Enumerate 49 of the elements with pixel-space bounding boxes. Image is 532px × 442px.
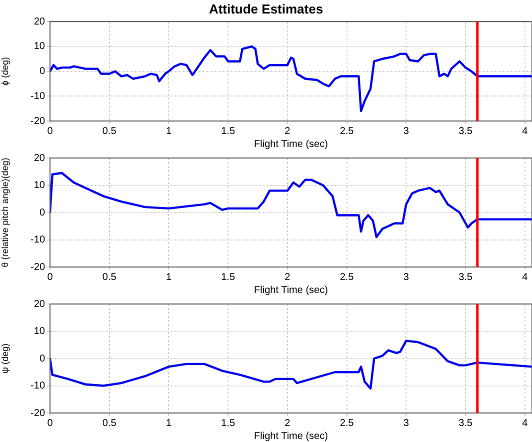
y-tick-label: -20: [30, 408, 46, 419]
x-tick-label: 2: [284, 418, 291, 429]
x-tick-label: 1: [166, 418, 172, 429]
x-tick-label: 4: [522, 126, 528, 137]
x-tick-label: 0.5: [102, 272, 117, 283]
x-tick-label: 3: [403, 126, 410, 137]
x-tick-label: 0: [47, 126, 54, 137]
y-tick-label: -10: [30, 380, 46, 392]
x-axis-title: Flight Time (sec): [254, 430, 328, 442]
y-axis-title: ψ (deg): [0, 344, 10, 374]
x-tick-label: 0.5: [102, 418, 117, 429]
y-tick-label: -20: [30, 262, 46, 273]
y-axis-title: θ (relative pitch angle)(deg): [0, 158, 10, 268]
y-tick-label: 20: [34, 298, 46, 310]
y-tick-label: -10: [30, 234, 46, 246]
y-tick-label: 10: [34, 41, 46, 52]
x-tick-label: 3.5: [458, 418, 473, 429]
x-tick-label: 1: [166, 126, 172, 137]
x-tick-label: 1.5: [221, 126, 236, 137]
y-tick-label: 10: [34, 180, 46, 191]
y-tick-label: 20: [34, 16, 46, 28]
y-axis-title: ϕ (deg): [0, 57, 10, 86]
x-tick-label: 0: [47, 418, 54, 429]
y-tick-label: -10: [30, 90, 46, 102]
x-tick-label: 3.5: [458, 272, 473, 283]
x-tick-label: 2.5: [340, 418, 354, 429]
y-tick-label: 0: [39, 353, 46, 364]
x-tick-label: 2: [284, 272, 291, 283]
y-tick-label: 20: [34, 152, 46, 164]
x-tick-label: 3: [403, 418, 410, 429]
x-tick-label: 4: [522, 272, 528, 283]
x-tick-label: 4: [522, 418, 528, 429]
x-tick-label: 1.5: [221, 418, 236, 429]
y-tick-label: 0: [39, 207, 46, 218]
x-tick-label: 3: [403, 272, 410, 283]
x-axis-title: Flight Time (sec): [254, 284, 328, 296]
y-tick-label: 10: [34, 326, 46, 337]
y-tick-label: -20: [30, 116, 46, 127]
x-axis-title: Flight Time (sec): [254, 138, 328, 150]
x-tick-label: 0: [47, 272, 54, 283]
y-tick-label: 0: [39, 66, 46, 78]
x-tick-label: 2: [284, 126, 291, 137]
x-tick-label: 1: [166, 272, 172, 283]
x-tick-label: 1.5: [221, 272, 236, 283]
x-tick-label: 2.5: [340, 272, 354, 283]
chart-title: Attitude Estimates: [208, 1, 324, 16]
x-tick-label: 2.5: [340, 126, 354, 137]
x-tick-label: 0.5: [102, 126, 117, 137]
x-tick-label: 3.5: [458, 126, 473, 137]
